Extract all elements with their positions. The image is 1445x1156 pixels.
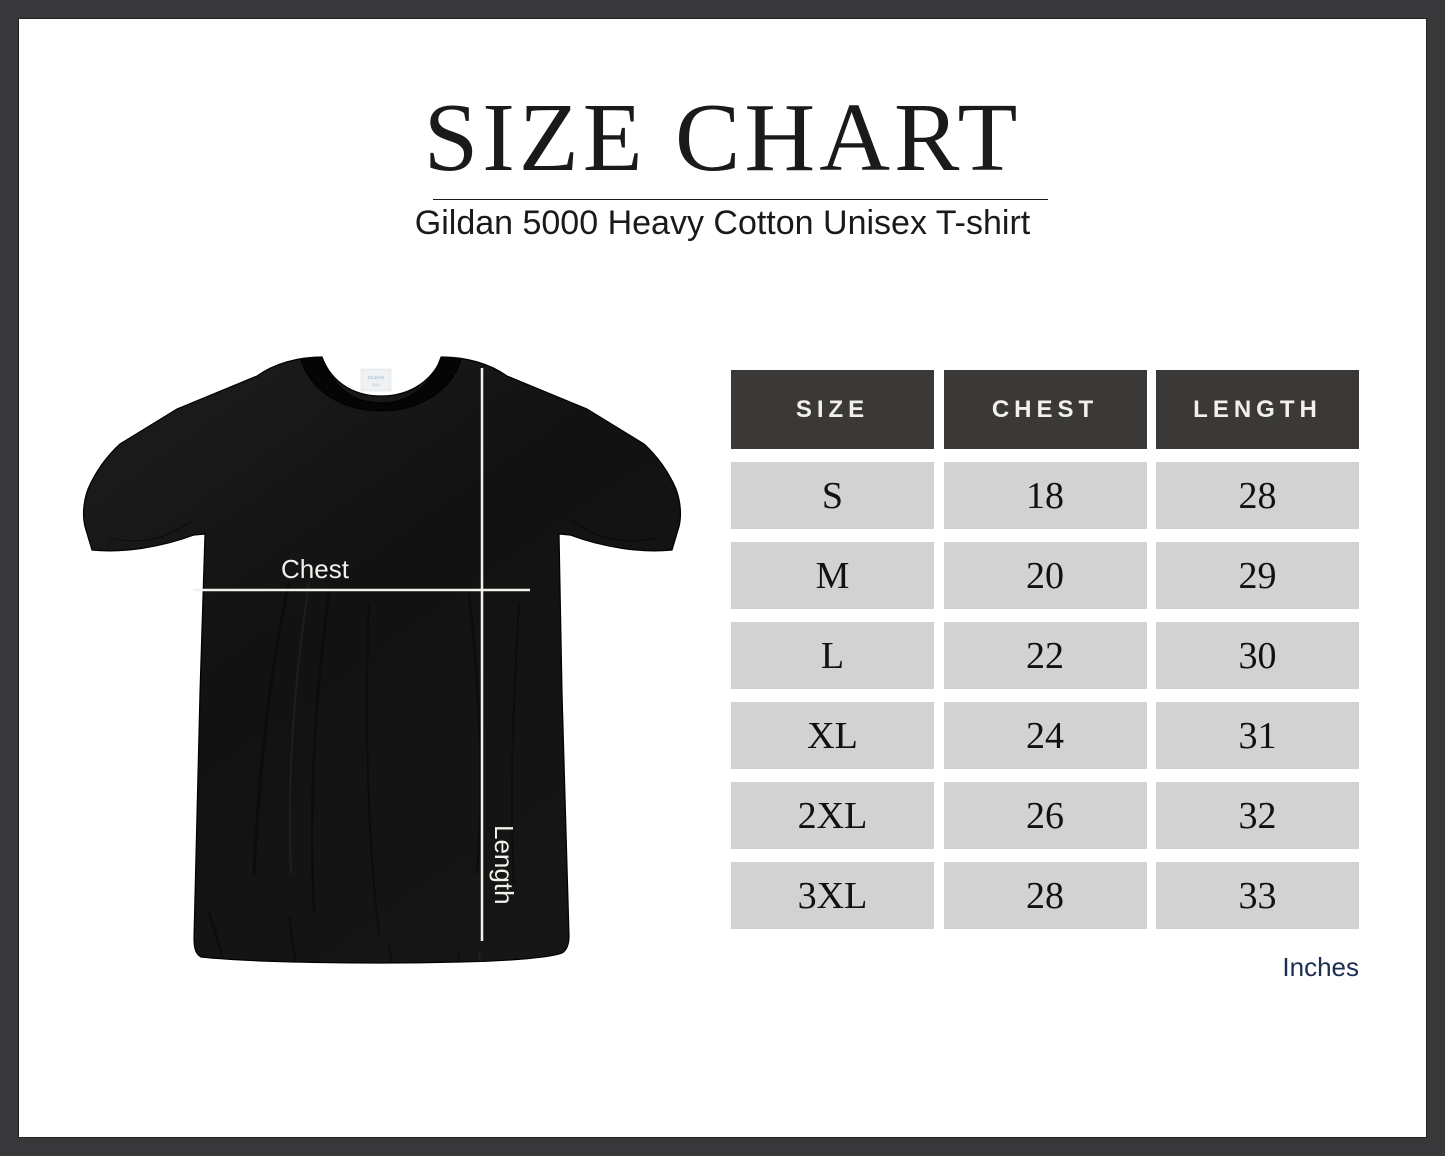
- svg-text:Length: Length: [489, 825, 519, 905]
- svg-text:5000: 5000: [372, 383, 380, 387]
- svg-text:GILDAN: GILDAN: [368, 375, 385, 380]
- svg-text:Chest: Chest: [281, 554, 350, 584]
